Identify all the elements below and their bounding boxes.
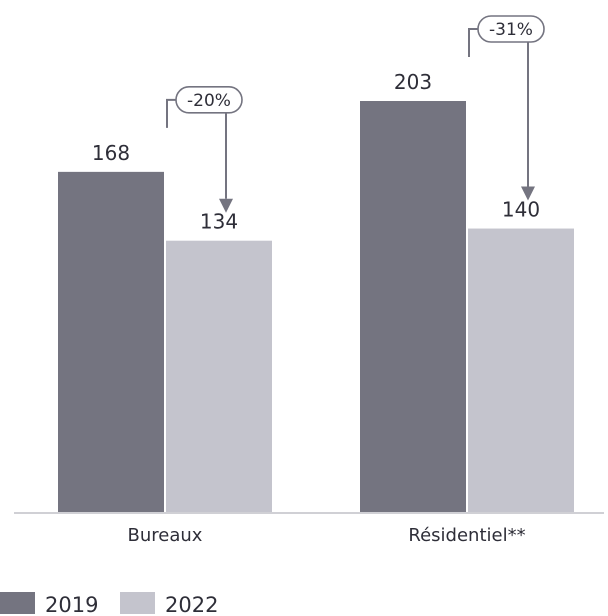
change-label: -31% [489,20,533,40]
value-label-residentiel-2019: 203 [394,70,432,94]
legend-swatch-2019 [0,592,35,614]
legend-swatch-2022 [120,592,155,614]
bar-residentiel-2019 [360,101,466,512]
change-label: -20% [187,91,231,111]
category-label-bureaux: Bureaux [128,525,203,546]
bars-layer: 168 134 203 140 [58,70,574,513]
change-bracket-line [468,28,529,187]
bar-bureaux-2019 [58,171,164,513]
category-labels: Bureaux Résidentiel** [128,525,526,546]
change-bracket-line [166,98,227,199]
bar-bureaux-2022 [166,240,272,512]
bar-residentiel-2022 [468,228,574,512]
arrow-down-icon [219,198,233,213]
change-annotations: -20% -31% [166,15,545,213]
change-annotation-residentiel: -31% [468,15,545,201]
category-label-residentiel: Résidentiel** [408,525,525,546]
value-label-bureaux-2019: 168 [92,141,130,165]
change-annotation-bureaux: -20% [166,86,243,213]
change-pill [477,15,545,43]
legend-label-2019: 2019 [45,593,98,616]
arrow-down-icon [521,186,535,201]
legend-label-2022: 2022 [165,593,218,616]
value-label-bureaux-2022: 134 [200,210,238,234]
change-pill [175,86,243,114]
value-label-residentiel-2022: 140 [502,198,540,222]
legend: 2019 2022 [0,592,218,616]
